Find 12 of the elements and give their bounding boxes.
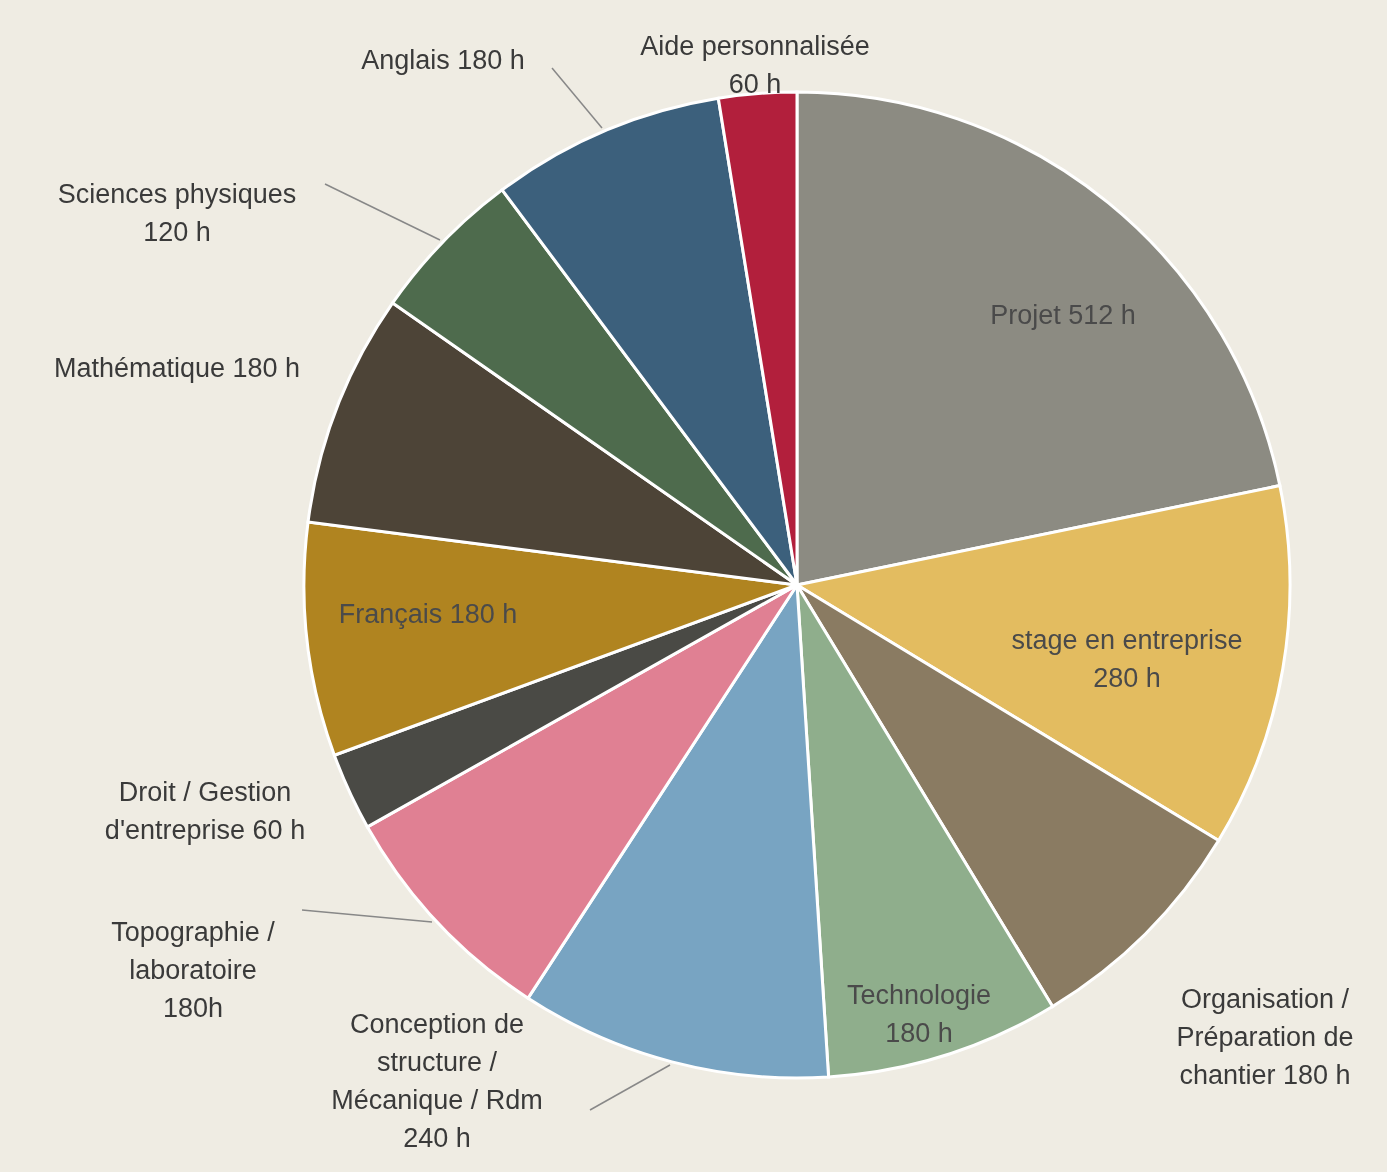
slice-label: Droit / Gestion d'entreprise 60 h xyxy=(104,777,306,845)
slice-label: Mathématique 180 h xyxy=(53,353,301,383)
slice-label: Sciences physiques 120 h xyxy=(57,179,297,247)
slice-label: Topographie / laboratoire 180h xyxy=(111,917,276,1023)
slice-label: stage en entreprise 280 h xyxy=(1011,625,1243,693)
slice-label: Français 180 h xyxy=(338,599,518,629)
slice-label: Aide personnalisée 60 h xyxy=(640,31,870,99)
slice-label: Technologie 180 h xyxy=(846,980,992,1048)
slice-label: Organisation / Préparation de chantier 180 h xyxy=(1176,984,1354,1090)
slice-label: Anglais 180 h xyxy=(361,45,525,75)
slice-label: Projet 512 h xyxy=(990,300,1136,330)
slice-label: Conception de structure / Mécanique / Rdm 240 h xyxy=(331,1009,543,1153)
